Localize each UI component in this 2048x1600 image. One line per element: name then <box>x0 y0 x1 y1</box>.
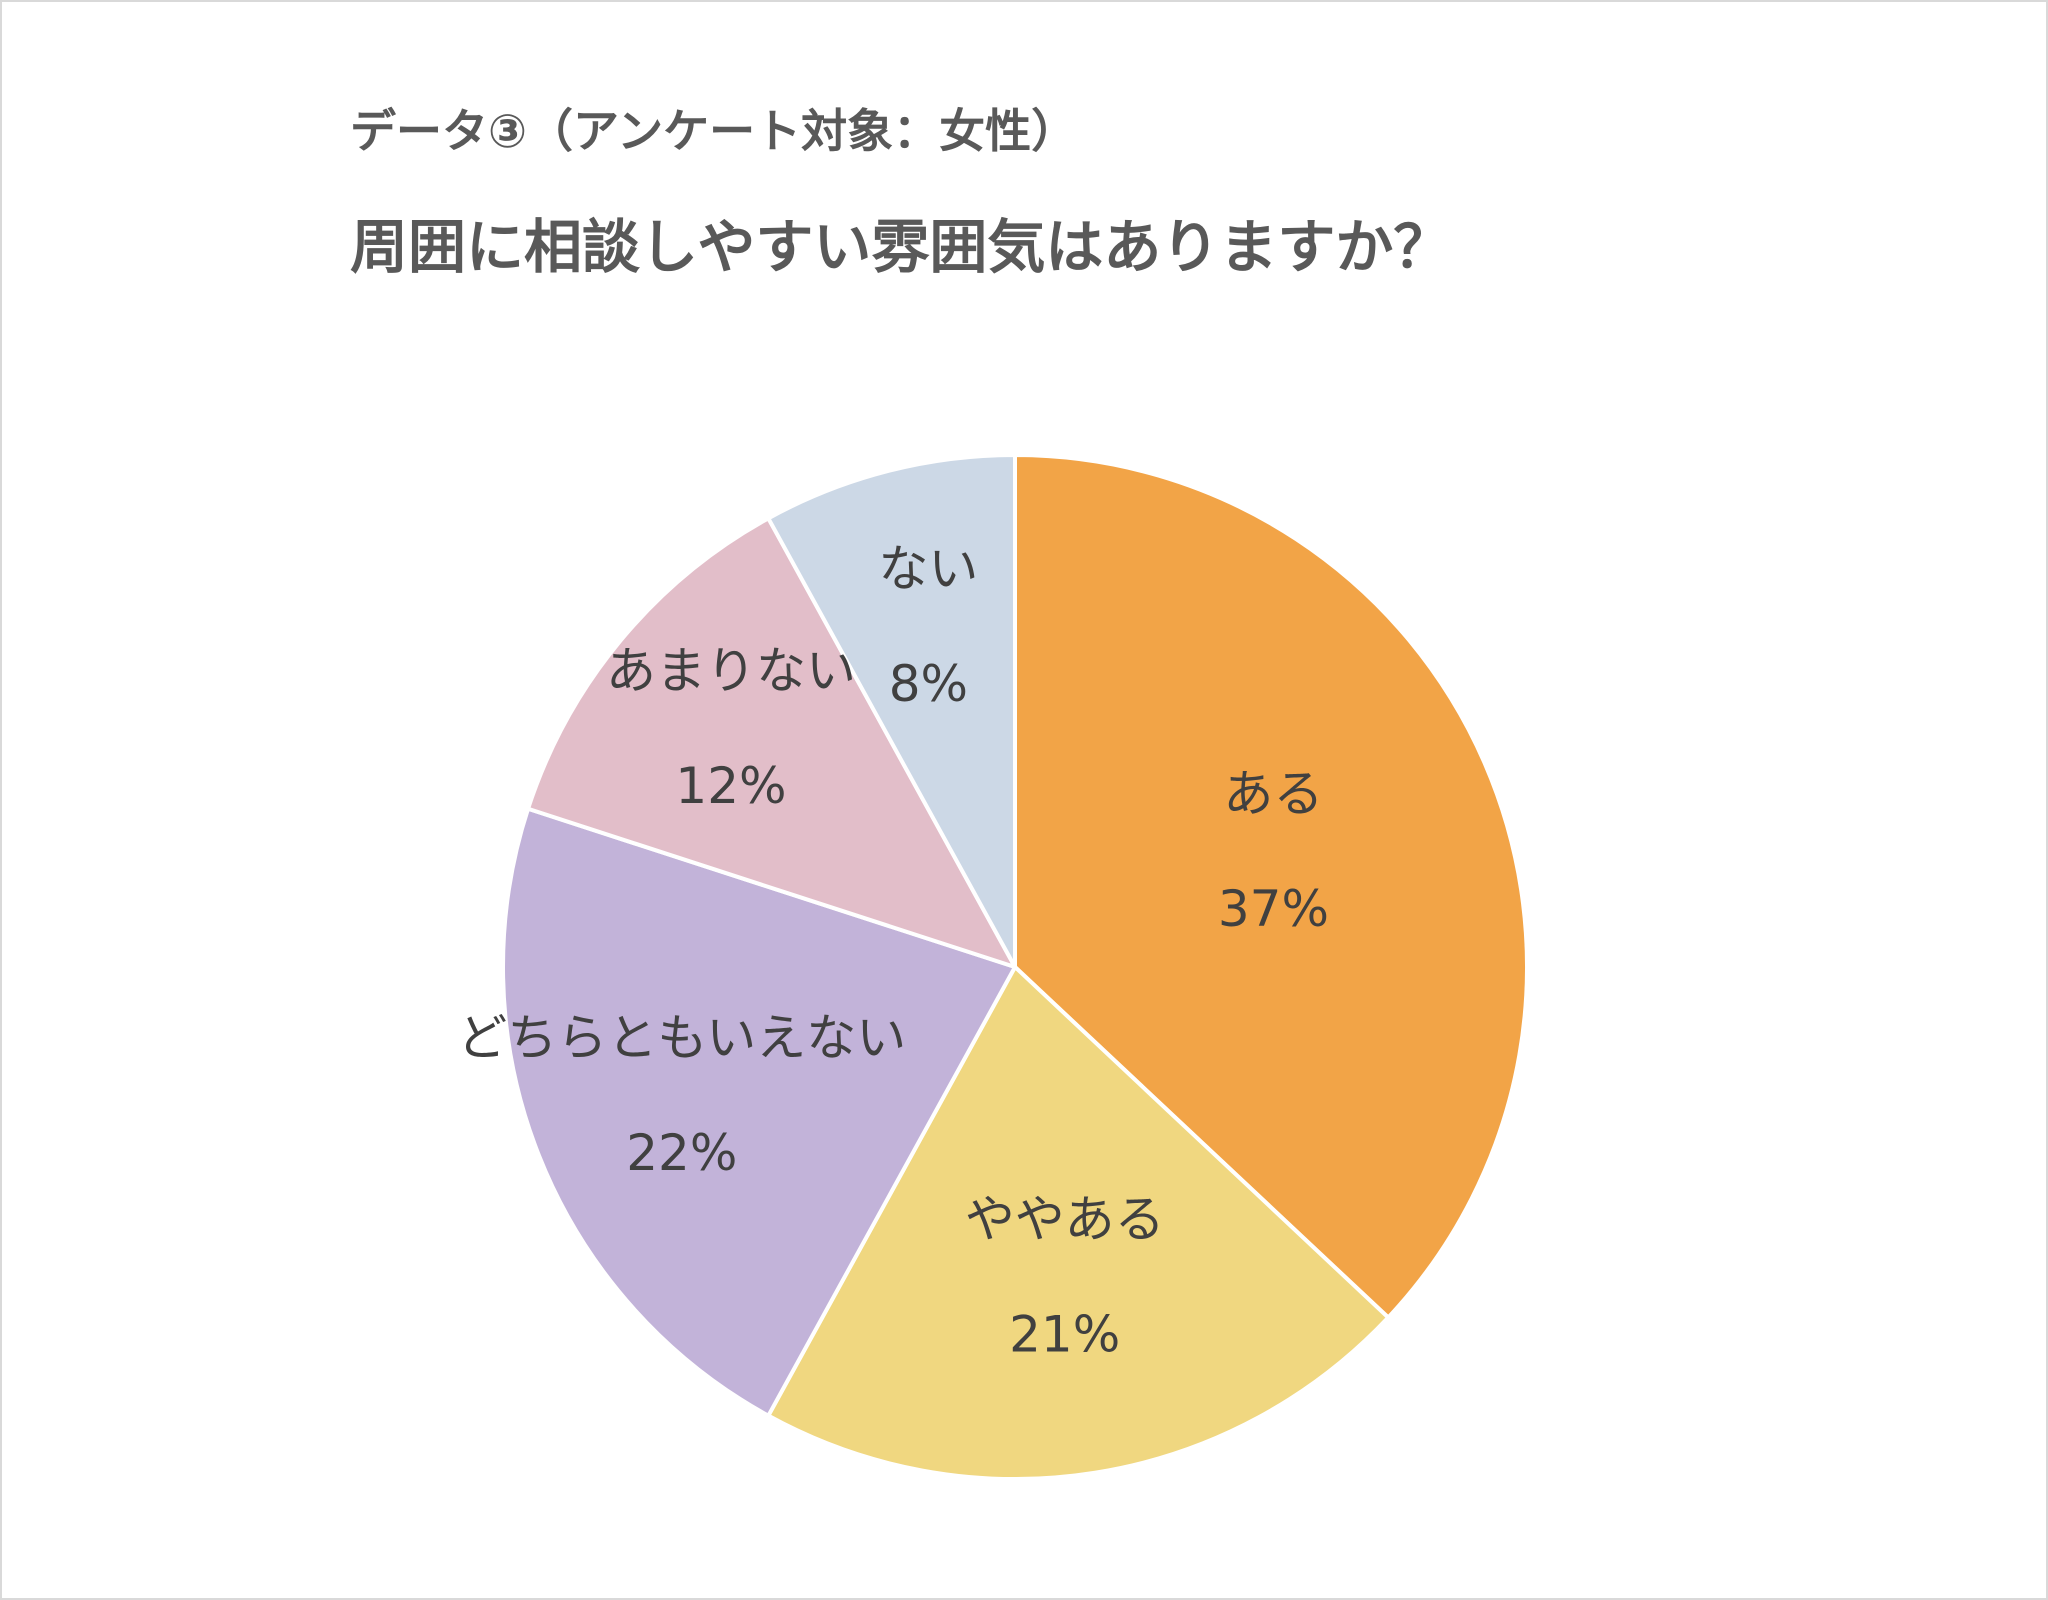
slice-category-label-2: どちらともいえない <box>457 1009 906 1067</box>
pie-slice-4 <box>766 453 1017 969</box>
slice-value-label-0: 37% <box>1218 880 1329 938</box>
slice-value-label-2: 22% <box>626 1124 737 1182</box>
slice-value-label-3: 12% <box>675 757 786 815</box>
chart-title: 周囲に相談しやすい雰囲気はありますか？ <box>350 213 1452 281</box>
pie-slices <box>501 453 1529 1481</box>
chart-subtitle: データ③（アンケート対象：女性） <box>350 104 1078 158</box>
slice-category-label-0: ある <box>1223 765 1323 823</box>
slice-value-label-4: 8% <box>889 655 968 713</box>
slice-value-label-1: 21% <box>1009 1306 1120 1364</box>
pie-slice-0 <box>1013 453 1529 1320</box>
pie-slice-2 <box>501 806 1017 1418</box>
slice-category-label-1: ややある <box>965 1191 1165 1249</box>
slice-category-label-3: あまりない <box>606 642 856 700</box>
pie-slice-3 <box>526 516 1017 969</box>
pie-labels: ある 37% ややある 21% どちらともいえない 22% あまりない 12% ない 8% <box>457 540 1329 1364</box>
pie-slice-1 <box>766 965 1391 1481</box>
slice-category-label-4: ない <box>878 540 978 598</box>
